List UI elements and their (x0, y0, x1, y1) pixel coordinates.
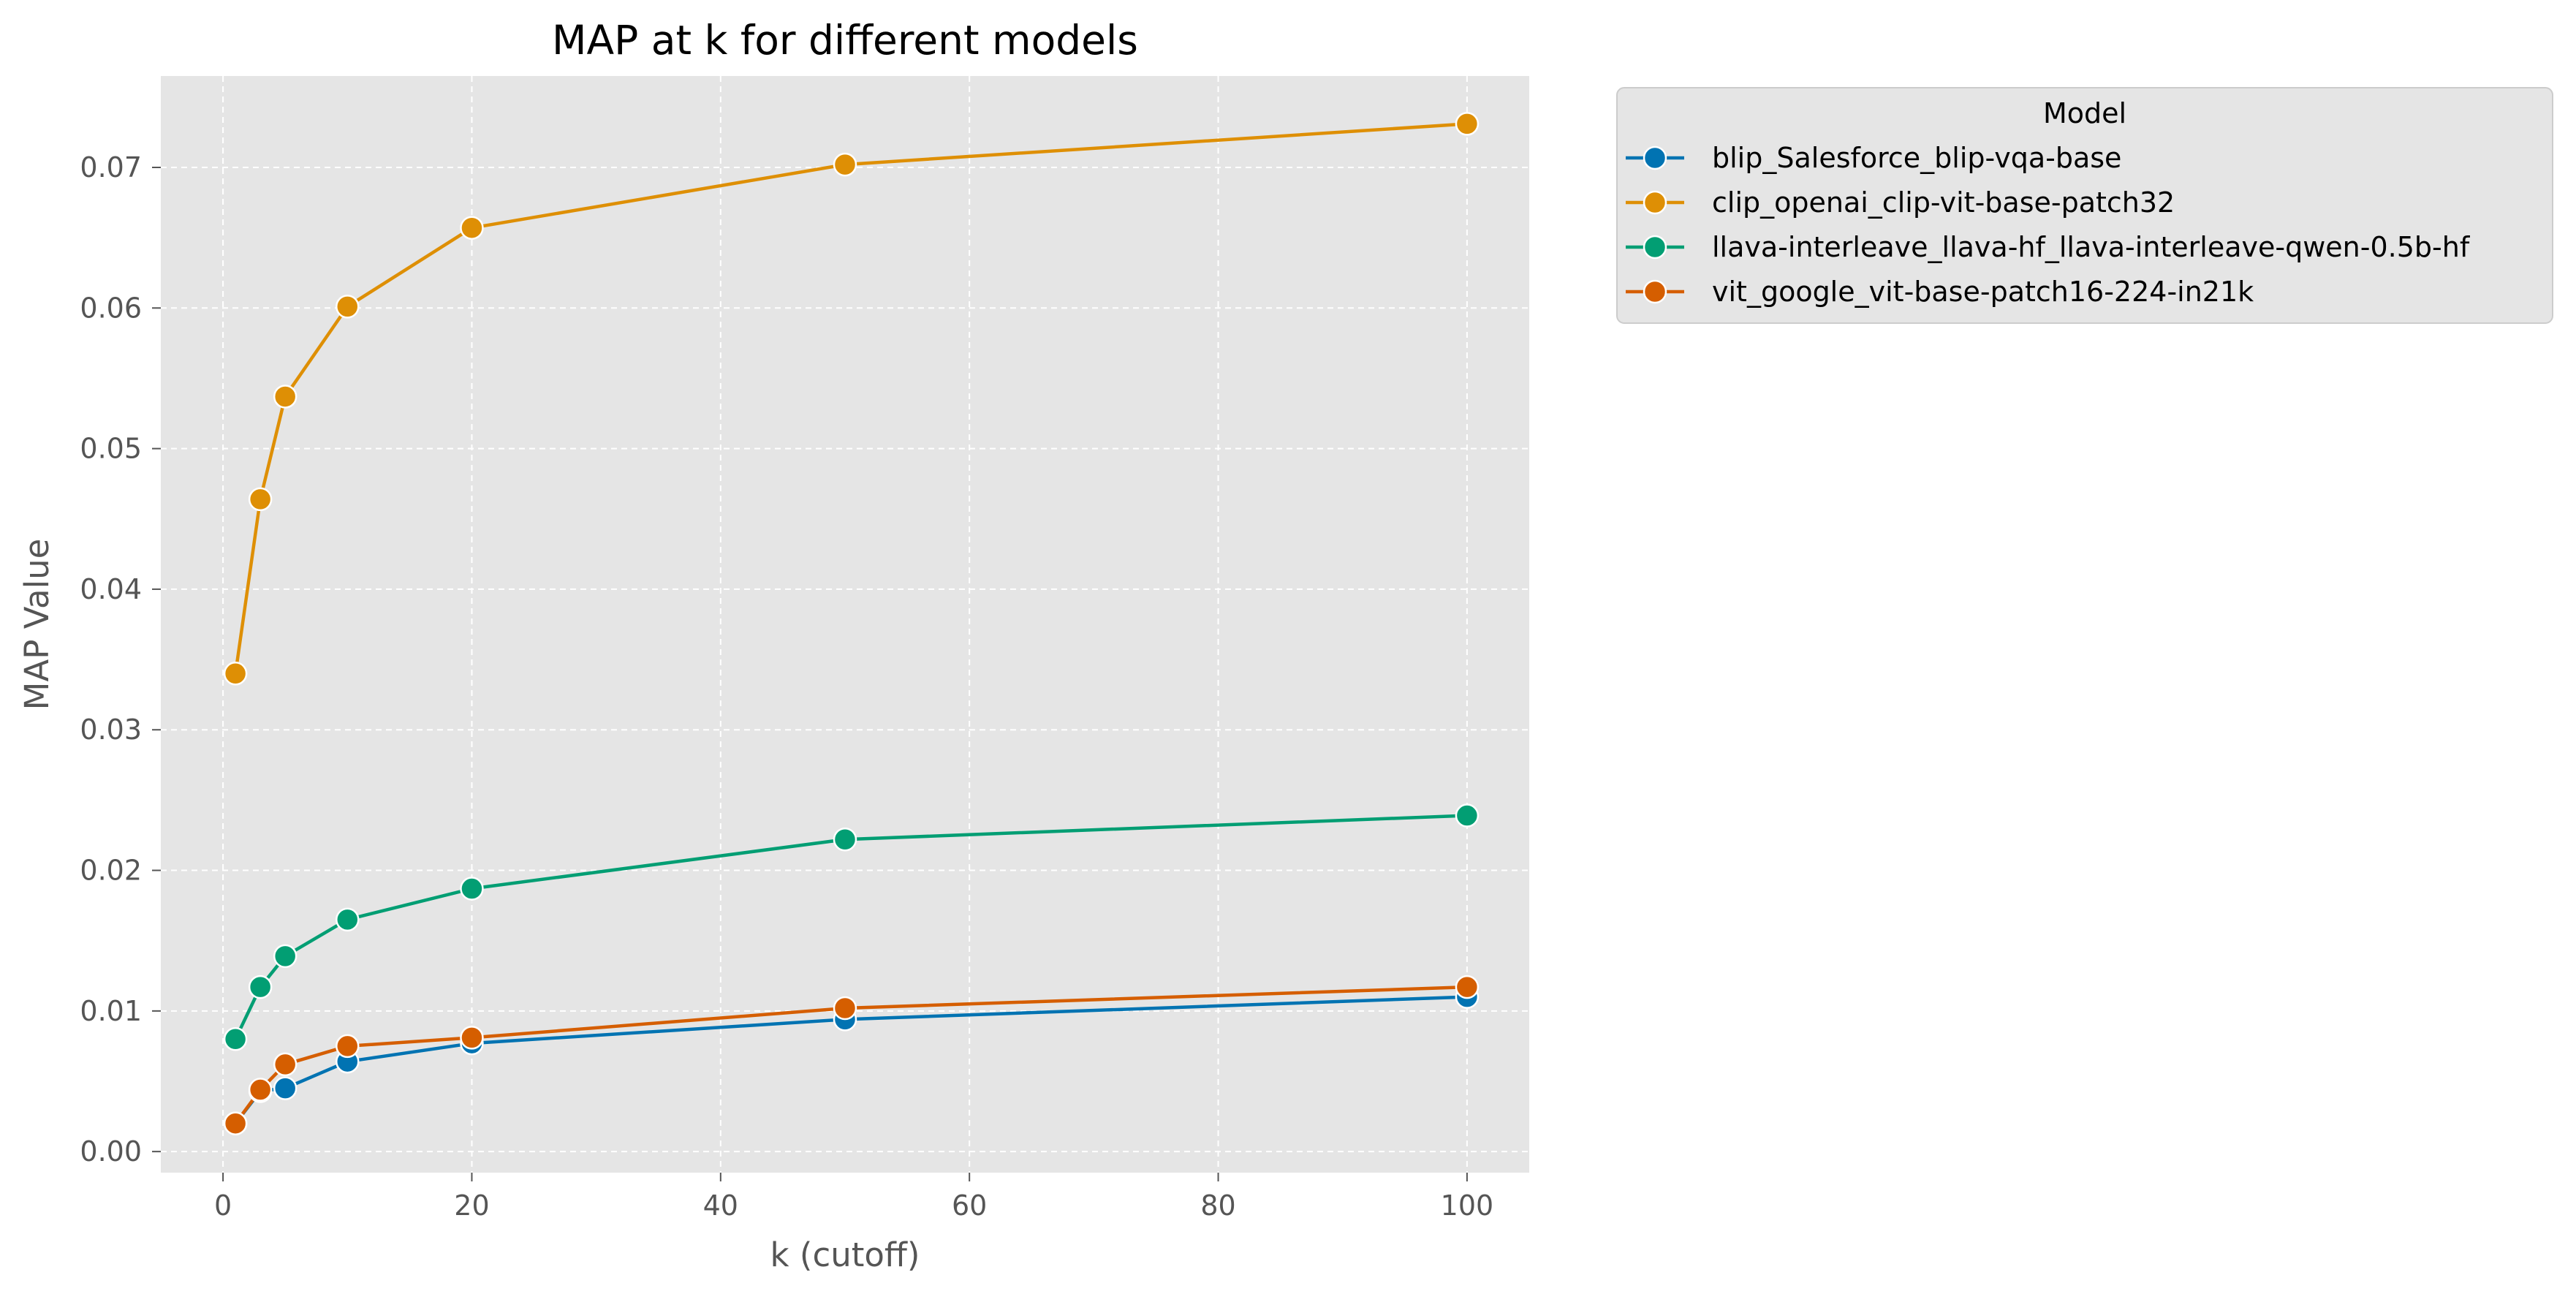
x-axis-ticks: 0 20 40 60 80 100 (214, 1173, 1493, 1222)
series-points (223, 112, 1480, 1135)
plot-area (161, 76, 1529, 1173)
data-point (248, 487, 273, 512)
data-point (1455, 112, 1480, 136)
legend: Model blip_Salesforce_blip-vqa-base clip_… (1616, 87, 2553, 324)
data-point (1455, 803, 1480, 828)
data-point (248, 1078, 273, 1102)
data-point (273, 1076, 298, 1100)
data-point (273, 944, 298, 969)
y-tick-label: 0.00 (80, 1135, 142, 1168)
legend-marker-swatch (1643, 235, 1667, 260)
legend-marker-swatch (1643, 279, 1667, 304)
data-point (460, 216, 484, 240)
legend-entry-label: blip_Salesforce_blip-vqa-base (1712, 142, 2121, 174)
legend-marker-swatch (1643, 145, 1667, 170)
y-tick-label: 0.01 (80, 995, 142, 1027)
data-point (336, 295, 360, 319)
x-tick-label: 100 (1441, 1189, 1494, 1222)
legend-entry-label: clip_openai_clip-vit-base-patch32 (1712, 186, 2175, 219)
legend-entry-label: vit_google_vit-base-patch16-224-in21k (1712, 276, 2254, 308)
x-tick-label: 80 (1200, 1189, 1235, 1222)
y-tick-label: 0.06 (80, 292, 142, 324)
x-tick-label: 60 (952, 1189, 987, 1222)
x-tick-label: 20 (454, 1189, 489, 1222)
legend-title: Model (2043, 97, 2126, 129)
data-point (336, 907, 360, 932)
data-point (223, 1027, 248, 1051)
y-tick-label: 0.05 (80, 433, 142, 465)
data-point (460, 1026, 484, 1050)
data-point (223, 662, 248, 686)
x-tick-label: 0 (214, 1189, 232, 1222)
chart-title: MAP at k for different models (552, 17, 1138, 64)
data-point (273, 1052, 298, 1077)
y-tick-label: 0.04 (80, 573, 142, 605)
data-point (833, 152, 857, 177)
data-point (248, 975, 273, 999)
data-point (273, 385, 298, 409)
y-axis-label: MAP Value (18, 539, 56, 711)
x-axis-label: k (cutoff) (770, 1236, 920, 1274)
legend-entry-label: llava-interleave_llava-hf_llava-interlea… (1712, 231, 2471, 263)
grid (161, 76, 1529, 1173)
y-tick-label: 0.07 (80, 151, 142, 183)
data-point (833, 827, 857, 852)
y-axis-ticks: 0.00 0.01 0.02 0.03 0.04 0.05 0.06 0.07 (80, 151, 161, 1168)
legend-items: blip_Salesforce_blip-vqa-base clip_openai… (1626, 142, 2471, 308)
x-tick-label: 40 (703, 1189, 738, 1222)
data-point (460, 877, 484, 901)
data-point (336, 1034, 360, 1059)
y-tick-label: 0.02 (80, 855, 142, 887)
legend-box (1616, 87, 2553, 324)
data-point (223, 1111, 248, 1135)
data-point (833, 996, 857, 1021)
data-point (1455, 975, 1480, 999)
legend-marker-swatch (1643, 190, 1667, 215)
y-tick-label: 0.03 (80, 714, 142, 746)
